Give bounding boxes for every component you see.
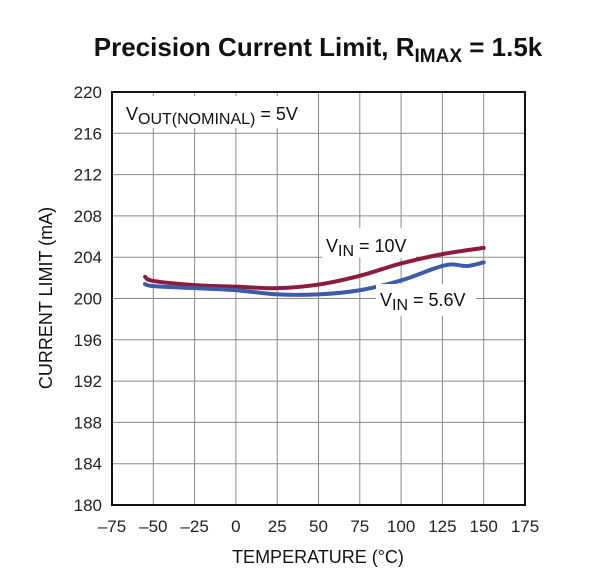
x-tick-label: –25 xyxy=(180,517,208,536)
series-line-vin-5v6 xyxy=(143,260,486,297)
y-tick-label: 208 xyxy=(74,207,102,226)
chart-title: Precision Current Limit, RIMAX = 1.5k xyxy=(94,32,543,67)
x-tick-label: 25 xyxy=(268,517,287,536)
x-tick-label: 175 xyxy=(511,517,539,536)
x-tick-label: –75 xyxy=(98,517,126,536)
label-bg-5v6 xyxy=(376,284,476,316)
x-tick-labels: –75 –50 –25 0 25 50 75 100 125 150 175 xyxy=(98,517,539,536)
y-tick-label: 204 xyxy=(74,248,102,267)
plot-frame xyxy=(111,91,526,506)
x-tick-label: –50 xyxy=(139,517,167,536)
y-tick-label: 196 xyxy=(74,331,102,350)
label-bg-10v xyxy=(322,228,416,258)
x-tick-label: 75 xyxy=(350,517,369,536)
y-tick-label: 188 xyxy=(74,413,102,432)
y-axis-label: CURRENT LIMIT (mA) xyxy=(36,207,56,389)
y-tick-label: 216 xyxy=(74,124,102,143)
y-tick-label: 212 xyxy=(74,166,102,185)
annotation-vout: VOUT(NOMINAL) = 5V xyxy=(126,104,298,128)
x-axis-label: TEMPERATURE (°C) xyxy=(232,547,404,567)
annotation-bg xyxy=(120,96,310,128)
x-tick-label: 150 xyxy=(470,517,498,536)
y-tick-labels: 180 184 188 192 196 200 204 208 212 216 220 xyxy=(74,83,102,515)
y-tick-label: 220 xyxy=(74,83,102,102)
series-group xyxy=(143,245,486,297)
series-label-vin-5v6: VIN = 5.6V xyxy=(380,290,466,314)
y-tick-label: 192 xyxy=(74,372,102,391)
x-tick-label: 125 xyxy=(428,517,456,536)
series-label-vin-10v: VIN = 10V xyxy=(326,236,407,260)
x-tick-label: 0 xyxy=(231,517,240,536)
y-tick-label: 184 xyxy=(74,455,102,474)
x-tick-label: 50 xyxy=(309,517,328,536)
series-line-vin-10v xyxy=(143,245,486,291)
y-tick-label: 180 xyxy=(74,496,102,515)
y-tick-label: 200 xyxy=(74,290,102,309)
x-tick-label: 100 xyxy=(387,517,415,536)
